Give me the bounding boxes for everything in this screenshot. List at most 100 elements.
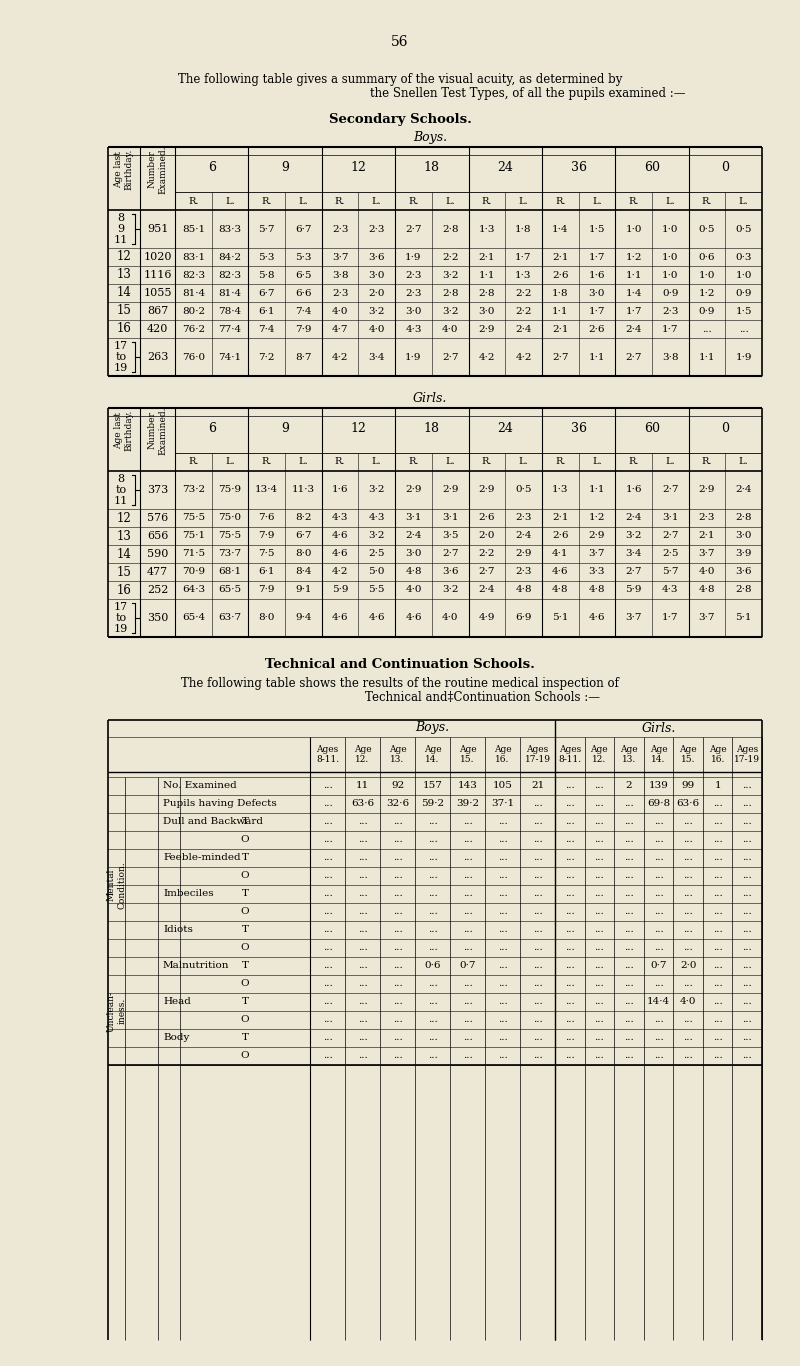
Text: ...: ... — [594, 907, 604, 917]
Text: 3·5: 3·5 — [442, 531, 458, 541]
Text: L.: L. — [738, 197, 749, 205]
Text: ...: ... — [654, 854, 663, 862]
Text: ...: ... — [393, 836, 402, 844]
Text: 8·0: 8·0 — [258, 613, 275, 623]
Text: L.: L. — [666, 197, 675, 205]
Text: ...: ... — [654, 944, 663, 952]
Text: 9: 9 — [118, 224, 125, 234]
Text: 63·6: 63·6 — [351, 799, 374, 809]
Text: ...: ... — [498, 1034, 507, 1042]
Text: ...: ... — [594, 836, 604, 844]
Text: Age
13.: Age 13. — [389, 744, 406, 764]
Text: R.: R. — [628, 197, 639, 205]
Text: ...: ... — [742, 781, 752, 791]
Text: ...: ... — [654, 1052, 663, 1060]
Text: ...: ... — [322, 1052, 332, 1060]
Text: ...: ... — [742, 907, 752, 917]
Text: 576: 576 — [147, 514, 168, 523]
Text: ...: ... — [533, 799, 542, 809]
Text: ...: ... — [428, 1034, 438, 1042]
Text: 14: 14 — [117, 287, 131, 299]
Text: ...: ... — [358, 907, 367, 917]
Text: 4·0: 4·0 — [442, 325, 458, 333]
Text: 2·7: 2·7 — [552, 352, 569, 362]
Text: 1·2: 1·2 — [698, 288, 715, 298]
Text: 6·7: 6·7 — [295, 224, 312, 234]
Text: 36: 36 — [570, 422, 586, 434]
Text: ...: ... — [565, 1052, 574, 1060]
Text: 4·2: 4·2 — [515, 352, 532, 362]
Text: 2·8: 2·8 — [442, 288, 458, 298]
Text: Age
12.: Age 12. — [590, 744, 608, 764]
Text: L.: L. — [298, 197, 308, 205]
Text: 6: 6 — [208, 161, 216, 173]
Text: 4·8: 4·8 — [406, 567, 422, 576]
Text: ...: ... — [358, 926, 367, 934]
Text: 5·9: 5·9 — [626, 586, 642, 594]
Text: 2·9: 2·9 — [478, 325, 495, 333]
Text: 590: 590 — [147, 549, 168, 559]
Text: ...: ... — [393, 944, 402, 952]
Text: ...: ... — [498, 1052, 507, 1060]
Text: Imbeciles: Imbeciles — [163, 889, 214, 899]
Text: ...: ... — [322, 872, 332, 881]
Text: 2·7: 2·7 — [442, 549, 458, 559]
Text: ...: ... — [498, 979, 507, 989]
Text: 0·9: 0·9 — [735, 288, 752, 298]
Text: ...: ... — [594, 1015, 604, 1024]
Text: 157: 157 — [422, 781, 442, 791]
Text: 3·0: 3·0 — [406, 306, 422, 316]
Text: 2·3: 2·3 — [406, 288, 422, 298]
Text: 2·6: 2·6 — [552, 270, 569, 280]
Text: 0·9: 0·9 — [698, 306, 715, 316]
Text: ...: ... — [624, 944, 634, 952]
Text: 3·0: 3·0 — [735, 531, 752, 541]
Text: 2·9: 2·9 — [698, 485, 715, 494]
Text: 4·3: 4·3 — [662, 586, 678, 594]
Text: ...: ... — [322, 799, 332, 809]
Text: ...: ... — [742, 926, 752, 934]
Text: ...: ... — [358, 979, 367, 989]
Text: 63·6: 63·6 — [677, 799, 700, 809]
Text: 0: 0 — [722, 161, 730, 173]
Text: 11·3: 11·3 — [292, 485, 315, 494]
Text: 2: 2 — [626, 781, 632, 791]
Text: 1: 1 — [714, 781, 721, 791]
Text: 13·4: 13·4 — [255, 485, 278, 494]
Text: 1·1: 1·1 — [589, 352, 605, 362]
Text: ...: ... — [565, 907, 574, 917]
Text: R.: R. — [555, 197, 566, 205]
Text: 17: 17 — [114, 601, 128, 612]
Text: ...: ... — [624, 1015, 634, 1024]
Text: 3·7: 3·7 — [332, 253, 348, 261]
Text: ...: ... — [322, 817, 332, 826]
Text: 4·0: 4·0 — [442, 613, 458, 623]
Text: ...: ... — [322, 854, 332, 862]
Text: Ages
8-11.: Ages 8-11. — [558, 744, 582, 764]
Text: 4·8: 4·8 — [698, 586, 715, 594]
Text: ...: ... — [565, 872, 574, 881]
Text: 19: 19 — [114, 624, 128, 634]
Text: ...: ... — [594, 962, 604, 970]
Text: ...: ... — [533, 1015, 542, 1024]
Text: O: O — [241, 872, 250, 881]
Text: ...: ... — [358, 1034, 367, 1042]
Text: 2·9: 2·9 — [515, 549, 532, 559]
Text: 1·1: 1·1 — [626, 270, 642, 280]
Text: ...: ... — [462, 926, 472, 934]
Text: 37·1: 37·1 — [491, 799, 514, 809]
Text: Age
14.: Age 14. — [424, 744, 442, 764]
Text: L.: L. — [592, 458, 602, 467]
Text: Number
Examined.: Number Examined. — [148, 145, 167, 194]
Text: 4·6: 4·6 — [589, 613, 605, 623]
Text: 99: 99 — [682, 781, 694, 791]
Text: 1·1: 1·1 — [552, 306, 569, 316]
Text: ...: ... — [322, 889, 332, 899]
Text: 2·4: 2·4 — [626, 514, 642, 523]
Text: ...: ... — [498, 817, 507, 826]
Text: ...: ... — [624, 1052, 634, 1060]
Text: ...: ... — [713, 1052, 722, 1060]
Text: 2·0: 2·0 — [478, 531, 495, 541]
Text: 1055: 1055 — [143, 288, 172, 298]
Text: 5·7: 5·7 — [662, 567, 678, 576]
